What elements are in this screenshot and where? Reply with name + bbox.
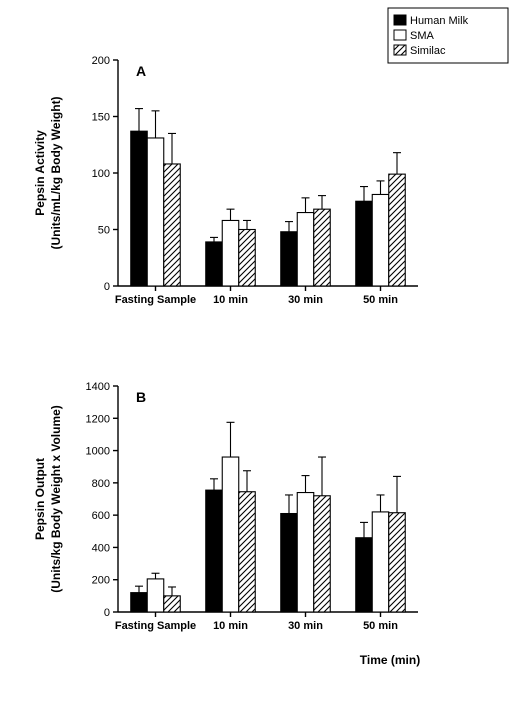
bar <box>281 514 298 612</box>
bar <box>147 138 164 286</box>
x-tick-label: 50 min <box>363 294 398 306</box>
y-tick-label: 1400 <box>86 381 110 393</box>
y-axis-label-line: (Units/mL/kg Body Weight) <box>49 96 63 249</box>
bar <box>239 230 256 287</box>
bar <box>239 492 256 612</box>
bar <box>372 512 389 612</box>
y-tick-label: 150 <box>92 112 110 124</box>
bar <box>164 164 181 286</box>
bar <box>314 496 331 612</box>
bar <box>314 209 331 286</box>
y-axis-label: Pepsin Activity(Units/mL/kg Body Weight) <box>33 96 63 249</box>
bar <box>222 220 239 286</box>
y-axis-label: Pepsin Output(Units/kg Body Weight x Vol… <box>33 405 63 593</box>
x-tick-label: 50 min <box>363 620 398 632</box>
legend-label: SMA <box>410 30 435 42</box>
y-tick-label: 0 <box>104 281 110 293</box>
legend-swatch <box>394 15 406 25</box>
x-tick-label: 10 min <box>213 620 248 632</box>
y-tick-label: 800 <box>92 478 110 490</box>
x-axis-label: Time (min) <box>360 653 420 667</box>
bar <box>131 593 148 612</box>
x-tick-label: 30 min <box>288 294 323 306</box>
x-tick-label: Fasting Sample <box>115 620 196 632</box>
y-tick-label: 200 <box>92 575 110 587</box>
bar <box>164 596 181 612</box>
bar <box>131 131 148 286</box>
y-tick-label: 1000 <box>86 446 110 458</box>
y-axis-label-line: (Units/kg Body Weight x Volume) <box>49 405 63 593</box>
bar <box>206 242 223 286</box>
bar <box>297 493 314 612</box>
bar <box>372 194 389 286</box>
y-tick-label: 1200 <box>86 413 110 425</box>
legend-swatch <box>394 30 406 40</box>
legend-swatch <box>394 45 406 55</box>
bar <box>389 174 406 286</box>
y-tick-label: 400 <box>92 542 110 554</box>
legend-label: Human Milk <box>410 15 469 27</box>
y-tick-label: 200 <box>92 55 110 67</box>
y-tick-label: 50 <box>98 225 110 237</box>
bar <box>222 457 239 612</box>
y-axis-label-line: Pepsin Output <box>33 458 47 540</box>
bar <box>206 490 223 612</box>
x-tick-label: Fasting Sample <box>115 294 196 306</box>
y-tick-label: 600 <box>92 510 110 522</box>
y-tick-label: 0 <box>104 607 110 619</box>
legend-label: Similac <box>410 45 446 57</box>
bar <box>297 213 314 286</box>
y-tick-label: 100 <box>92 168 110 180</box>
bar <box>356 201 373 286</box>
panel-id: B <box>136 389 146 405</box>
y-axis-label-line: Pepsin Activity <box>33 130 47 216</box>
bar <box>389 513 406 612</box>
panel-id: A <box>136 63 146 79</box>
x-tick-label: 10 min <box>213 294 248 306</box>
x-tick-label: 30 min <box>288 620 323 632</box>
bar <box>356 538 373 612</box>
bar <box>147 579 164 612</box>
bar <box>281 232 298 286</box>
